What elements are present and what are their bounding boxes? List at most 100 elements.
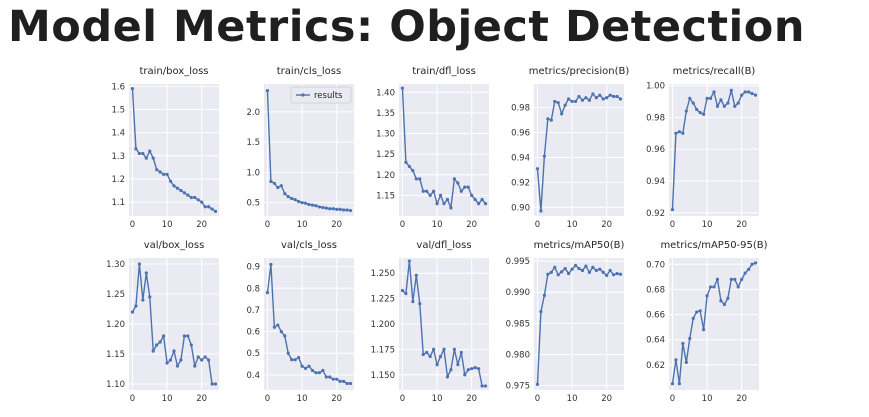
data-point <box>438 354 443 359</box>
data-point <box>477 202 481 206</box>
data-point <box>615 271 619 276</box>
x-tick-label: 10 <box>567 394 578 404</box>
y-tick-label: 1.30 <box>106 260 125 270</box>
data-point <box>168 179 173 183</box>
y-tick-label: 1.6 <box>111 82 125 92</box>
chart-panel: 0 10 20 0.92 0.94 0.96 0.98 1.00 metrics/recall(… <box>646 66 759 230</box>
y-tick-label: 1.150 <box>371 371 395 381</box>
y-tick-label: 0.70 <box>646 260 665 270</box>
data-point <box>477 367 481 371</box>
chart-panel: 0 10 20 1.150 1.175 1.200 1.225 1.250 val/dfl_lo… <box>371 240 489 404</box>
y-tick-label: 1.25 <box>106 290 125 300</box>
chart-panel: 0 10 20 0.90 0.92 0.94 0.96 0.98 metrics/precisi… <box>511 66 629 230</box>
data-point <box>452 177 456 181</box>
data-point <box>321 205 325 210</box>
data-point <box>470 193 474 197</box>
data-point <box>608 268 612 273</box>
data-point <box>207 205 211 209</box>
data-point <box>702 328 706 332</box>
x-tick-label: 0 <box>400 394 405 404</box>
y-tick-label: 1.175 <box>371 345 395 355</box>
chart-title: train/dfl_loss <box>412 66 476 77</box>
data-point <box>400 288 405 293</box>
x-tick-label: 20 <box>466 220 477 230</box>
chart-title: metrics/mAP50-95(B) <box>660 240 767 251</box>
data-point <box>207 358 211 362</box>
x-tick-label: 20 <box>601 394 612 404</box>
data-point <box>283 334 287 338</box>
data-point <box>141 298 145 302</box>
x-tick-label: 20 <box>736 220 747 230</box>
data-point <box>466 185 470 189</box>
data-point <box>743 90 747 94</box>
data-point <box>584 96 588 100</box>
data-point <box>445 375 450 379</box>
y-tick-label: 0.7 <box>246 306 260 316</box>
data-point <box>203 355 207 359</box>
data-point <box>290 358 294 362</box>
data-point <box>456 363 460 367</box>
x-tick-label: 10 <box>162 394 173 404</box>
data-point <box>601 97 605 101</box>
y-tick-label: 1.40 <box>376 88 395 98</box>
data-point <box>674 358 678 362</box>
data-point <box>265 291 270 295</box>
data-point <box>200 200 204 204</box>
x-tick-label: 0 <box>265 220 270 230</box>
data-point <box>317 205 321 209</box>
data-point <box>151 349 155 353</box>
data-point <box>335 207 339 211</box>
data-point <box>463 373 467 377</box>
data-point <box>695 107 699 112</box>
data-point <box>736 285 740 289</box>
x-tick-label: 10 <box>297 220 308 230</box>
y-tick-label: 1.20 <box>376 171 395 181</box>
data-point <box>168 358 173 362</box>
data-point <box>556 101 560 105</box>
y-tick-label: 1.1 <box>111 198 125 208</box>
data-point <box>130 87 135 91</box>
legend-box <box>290 86 352 104</box>
data-point <box>743 271 747 275</box>
data-point <box>542 293 546 297</box>
data-point <box>715 104 720 108</box>
data-point <box>747 90 751 94</box>
y-tick-label: 0.92 <box>646 209 665 219</box>
data-point <box>130 310 135 314</box>
x-tick-label: 10 <box>162 220 173 230</box>
data-point <box>708 96 713 100</box>
data-point <box>165 361 169 365</box>
data-point <box>348 381 353 386</box>
data-point <box>307 202 311 207</box>
y-tick-label: 1.5 <box>246 138 260 148</box>
data-point <box>736 101 740 105</box>
data-point <box>186 193 190 197</box>
x-tick-label: 0 <box>130 220 135 230</box>
data-point <box>286 351 290 355</box>
data-point <box>269 262 273 267</box>
chart-title: metrics/recall(B) <box>673 66 756 77</box>
data-point <box>452 347 456 351</box>
plot-area <box>669 258 759 390</box>
data-point <box>542 154 546 158</box>
y-tick-label: 1.10 <box>106 380 125 390</box>
x-tick-label: 20 <box>331 394 342 404</box>
legend: results <box>290 86 352 104</box>
data-point <box>404 160 408 164</box>
x-tick-label: 10 <box>297 394 308 404</box>
data-point <box>400 86 405 90</box>
data-point <box>193 364 197 368</box>
y-tick-label: 0.98 <box>646 113 665 123</box>
data-point <box>591 265 595 269</box>
chart-title: val/cls_loss <box>281 240 337 251</box>
data-point <box>567 271 571 276</box>
y-tick-label: 1.200 <box>371 320 395 330</box>
data-point <box>328 207 332 211</box>
data-point <box>580 268 585 273</box>
data-point <box>594 268 598 273</box>
data-point <box>414 177 418 181</box>
data-point <box>677 382 681 386</box>
data-point <box>747 267 751 271</box>
data-point <box>546 117 550 121</box>
data-point <box>175 186 180 190</box>
